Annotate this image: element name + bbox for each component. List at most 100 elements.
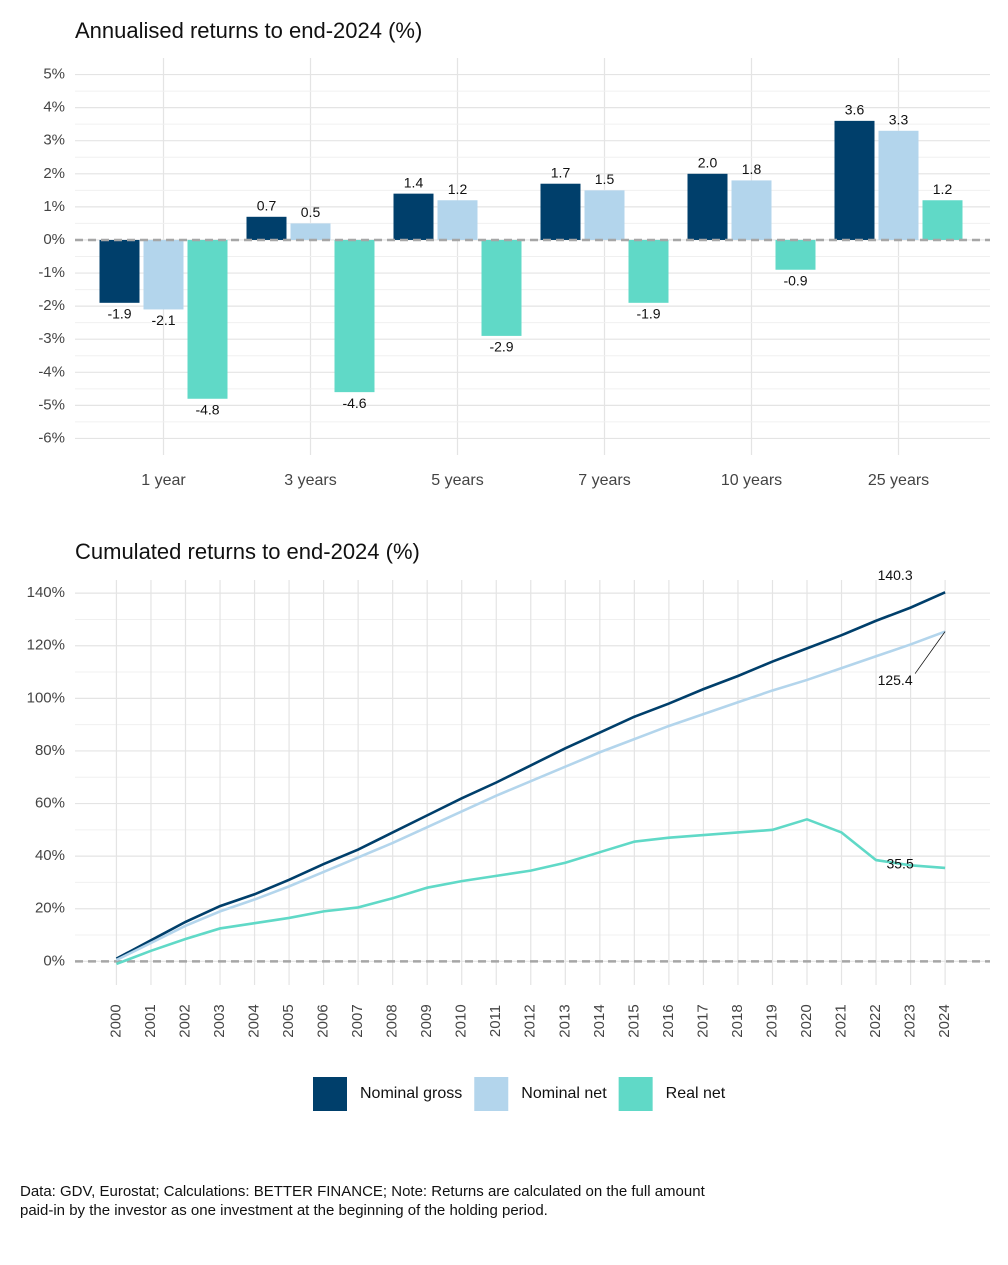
x-tick-label: 2023 bbox=[902, 1004, 919, 1037]
y-tick-label: -6% bbox=[38, 429, 65, 446]
footer-note: Data: GDV, Eurostat; Calculations: BETTE… bbox=[20, 1183, 706, 1200]
legend-label: Nominal gross bbox=[360, 1085, 462, 1102]
line bbox=[115, 817, 946, 966]
x-tick-label: 2005 bbox=[280, 1004, 297, 1037]
bar bbox=[437, 200, 478, 240]
x-tick-label: 2012 bbox=[522, 1004, 539, 1037]
bar bbox=[540, 183, 581, 240]
x-tick-label: 2014 bbox=[591, 1004, 608, 1037]
x-tick-label: 2024 bbox=[936, 1004, 953, 1037]
x-tick-label: 2015 bbox=[625, 1004, 642, 1037]
data-label: -1.9 bbox=[107, 306, 131, 322]
data-label: -0.9 bbox=[783, 272, 807, 288]
data-label: 0.5 bbox=[301, 204, 321, 220]
data-label: -2.9 bbox=[489, 339, 513, 355]
x-tick-label: 5 years bbox=[431, 472, 483, 489]
bar bbox=[731, 180, 772, 240]
x-tick-label: 2006 bbox=[315, 1004, 332, 1037]
bar bbox=[290, 223, 331, 240]
y-tick-label: 80% bbox=[35, 742, 65, 759]
footer-note: paid-in by the investor as one investmen… bbox=[20, 1202, 548, 1219]
data-label: 140.3 bbox=[878, 567, 913, 583]
bar bbox=[246, 216, 287, 240]
legend-swatch bbox=[474, 1077, 509, 1111]
data-label: 1.8 bbox=[742, 161, 762, 177]
bar bbox=[878, 130, 919, 240]
x-tick-label: 2019 bbox=[763, 1004, 780, 1037]
x-tick-label: 2018 bbox=[729, 1004, 746, 1037]
x-tick-label: 2002 bbox=[176, 1004, 193, 1037]
x-tick-label: 2021 bbox=[832, 1004, 849, 1037]
bar bbox=[687, 173, 728, 240]
x-tick-label: 1 year bbox=[141, 472, 186, 489]
y-tick-label: -1% bbox=[38, 264, 65, 281]
bar bbox=[143, 239, 184, 310]
bar bbox=[922, 200, 963, 240]
y-tick-label: 0% bbox=[43, 952, 65, 969]
x-tick-label: 2020 bbox=[798, 1004, 815, 1037]
data-label: -4.6 bbox=[342, 395, 366, 411]
x-tick-label: 2010 bbox=[453, 1004, 470, 1037]
bar bbox=[187, 239, 228, 399]
data-label: 3.3 bbox=[889, 111, 909, 127]
y-tick-label: 5% bbox=[43, 66, 65, 83]
x-tick-label: 2022 bbox=[867, 1004, 884, 1037]
data-label: 2.0 bbox=[698, 154, 718, 170]
y-tick-label: 140% bbox=[27, 584, 65, 601]
x-tick-label: 2013 bbox=[556, 1004, 573, 1037]
bar bbox=[481, 239, 522, 336]
data-label: 35.5 bbox=[886, 856, 913, 872]
x-tick-label: 10 years bbox=[721, 472, 782, 489]
data-label: 1.5 bbox=[595, 171, 615, 187]
x-tick-label: 25 years bbox=[868, 472, 929, 489]
y-tick-label: 40% bbox=[35, 847, 65, 864]
bar bbox=[628, 239, 669, 303]
x-tick-label: 2003 bbox=[211, 1004, 228, 1037]
bar bbox=[584, 190, 625, 240]
y-tick-label: 0% bbox=[43, 231, 65, 248]
bar bbox=[393, 193, 434, 240]
data-label: 125.4 bbox=[878, 672, 913, 688]
x-tick-label: 2004 bbox=[246, 1004, 263, 1037]
x-tick-label: 2001 bbox=[142, 1004, 159, 1037]
data-label: -1.9 bbox=[636, 306, 660, 322]
data-label: 1.4 bbox=[404, 174, 424, 190]
x-tick-label: 2008 bbox=[384, 1004, 401, 1037]
data-label: 3.6 bbox=[845, 102, 865, 118]
y-tick-label: -4% bbox=[38, 363, 65, 380]
x-tick-label: 7 years bbox=[578, 472, 630, 489]
x-tick-label: 2007 bbox=[349, 1004, 366, 1037]
x-tick-label: 3 years bbox=[284, 472, 336, 489]
y-tick-label: 1% bbox=[43, 198, 65, 215]
data-label: 1.7 bbox=[551, 164, 571, 180]
x-tick-label: 2011 bbox=[487, 1005, 504, 1037]
y-tick-label: 60% bbox=[35, 795, 65, 812]
line bbox=[115, 630, 946, 962]
y-tick-label: 20% bbox=[35, 900, 65, 917]
data-label: -4.8 bbox=[195, 401, 219, 417]
y-tick-label: -2% bbox=[38, 297, 65, 314]
data-label: -2.1 bbox=[151, 312, 175, 328]
x-tick-label: 2017 bbox=[694, 1004, 711, 1037]
y-tick-label: -3% bbox=[38, 330, 65, 347]
y-tick-label: 3% bbox=[43, 132, 65, 149]
bar bbox=[834, 120, 875, 240]
x-tick-label: 2009 bbox=[418, 1004, 435, 1037]
legend-label: Nominal net bbox=[521, 1085, 607, 1102]
x-tick-label: 2000 bbox=[107, 1004, 124, 1037]
y-tick-label: 2% bbox=[43, 165, 65, 182]
label-leader bbox=[914, 631, 946, 674]
data-label: 1.2 bbox=[933, 181, 953, 197]
line bbox=[115, 591, 946, 960]
y-tick-label: 120% bbox=[27, 637, 65, 654]
legend-swatch bbox=[313, 1077, 347, 1111]
y-tick-label: -5% bbox=[38, 396, 65, 413]
y-tick-label: 100% bbox=[27, 689, 65, 706]
legend-swatch bbox=[618, 1077, 653, 1111]
bar bbox=[775, 239, 816, 270]
x-tick-label: 2016 bbox=[660, 1004, 677, 1037]
data-label: 1.2 bbox=[448, 181, 468, 197]
chart-title: Cumulated returns to end-2024 (%) bbox=[75, 539, 420, 564]
